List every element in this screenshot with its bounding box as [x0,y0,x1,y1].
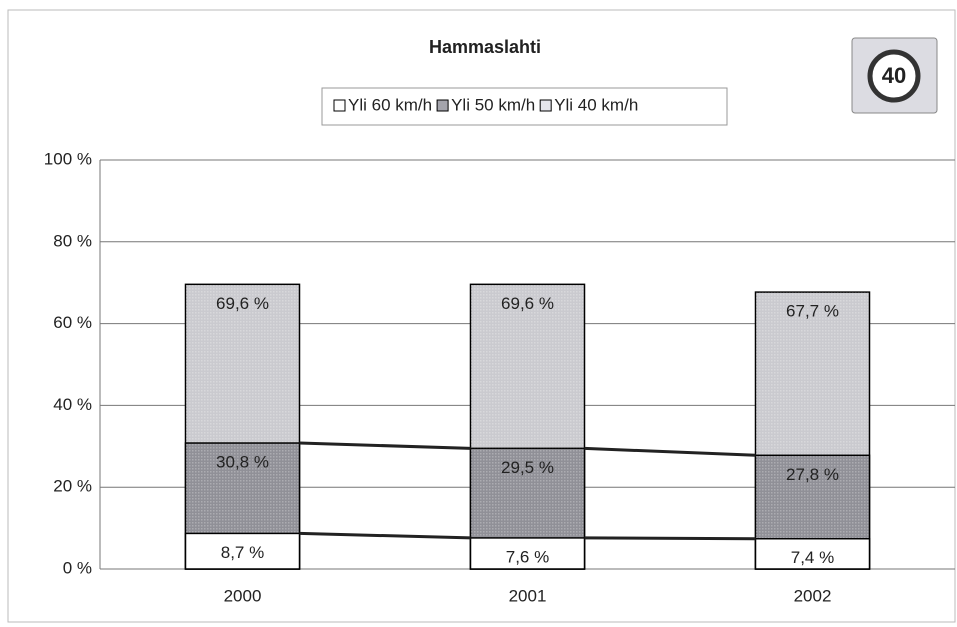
data-label: 7,4 % [791,548,834,567]
data-label: 69,6 % [501,294,554,313]
y-tick-label: 40 % [53,395,92,414]
data-label: 29,5 % [501,458,554,477]
legend-swatch [333,99,346,112]
series-line [584,536,756,541]
legend-label: Yli 50 km/h [451,95,535,114]
sign-label: 40 [882,63,906,88]
x-tick-label: 2002 [794,586,832,605]
data-label: 69,6 % [216,294,269,313]
bar [184,532,301,570]
series-line [584,446,756,457]
data-label: 27,8 % [786,465,839,484]
bar [469,537,586,570]
y-tick-label: 60 % [53,313,92,332]
y-tick-label: 100 % [44,149,92,168]
data-label: 67,7 % [786,302,839,321]
y-tick-label: 80 % [53,231,92,250]
legend-swatch [539,99,552,112]
data-label: 7,6 % [506,547,549,566]
sign-circle [867,49,921,103]
series-line [299,531,471,540]
legend-label: Yli 40 km/h [554,95,638,114]
x-tick-label: 2001 [509,586,547,605]
legend [321,87,728,126]
data-label: 30,8 % [216,453,269,472]
bar [754,537,871,570]
x-tick-label: 2000 [224,586,262,605]
y-tick-label: 0 % [63,558,92,577]
chart-title: Hammaslahti [429,37,541,57]
data-label: 8,7 % [221,543,264,562]
legend-label: Yli 60 km/h [348,95,432,114]
series-line [299,441,471,450]
y-tick-label: 20 % [53,477,92,496]
legend-swatch [436,99,449,112]
